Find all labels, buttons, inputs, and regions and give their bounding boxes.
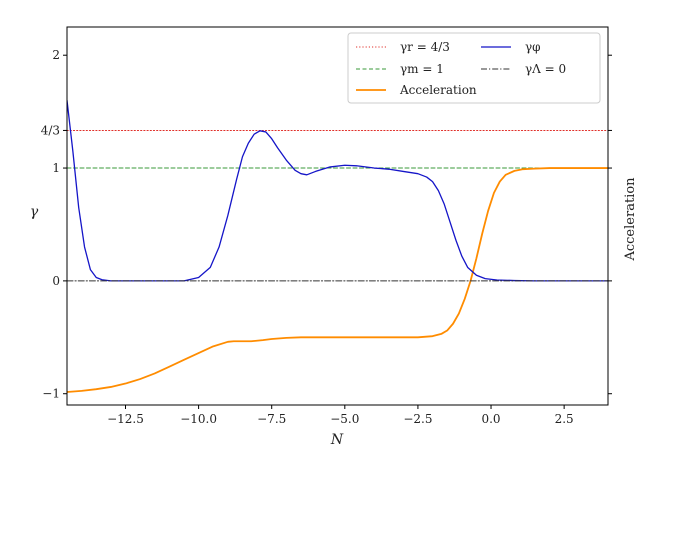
x-tick-label: −2.5 [403, 412, 432, 426]
series-layer [67, 99, 608, 393]
plot-frame [66, 26, 609, 406]
x-tick-label: −10.0 [180, 412, 217, 426]
legend-label: γr = 4/3 [400, 40, 450, 54]
right-axis-label: Acceleration [623, 177, 638, 262]
x-tick-label: 0.0 [481, 412, 500, 426]
y-tick-label: 1 [52, 161, 60, 175]
series-line-3 [67, 99, 608, 282]
ticks-layer: −12.5 −10.0 −7.5 −5.0 −2.5 0.0 2.5 −1 0 1 4/3 2 [41, 48, 612, 426]
series-line-2 [67, 167, 608, 393]
x-axis-label: N [330, 432, 344, 448]
y-axis-label: γ [30, 204, 39, 220]
legend-label: γφ [525, 40, 541, 54]
y-tick-label: −1 [42, 387, 60, 401]
y-tick-label: 4/3 [41, 123, 60, 137]
legend-label: γm = 1 [400, 62, 444, 76]
y-tick-label: 2 [52, 48, 60, 62]
y-tick-label: 0 [52, 274, 60, 288]
legend-label: γΛ = 0 [525, 62, 566, 76]
x-tick-label: −12.5 [107, 412, 144, 426]
legend-label: Acceleration [399, 83, 477, 97]
x-tick-label: −7.5 [257, 412, 286, 426]
x-tick-label: 2.5 [555, 412, 574, 426]
legend: γr = 4/3 γm = 1 Acceleration γφ γΛ = 0 [347, 32, 601, 104]
legend-box [347, 32, 601, 104]
x-tick-label: −5.0 [330, 412, 359, 426]
